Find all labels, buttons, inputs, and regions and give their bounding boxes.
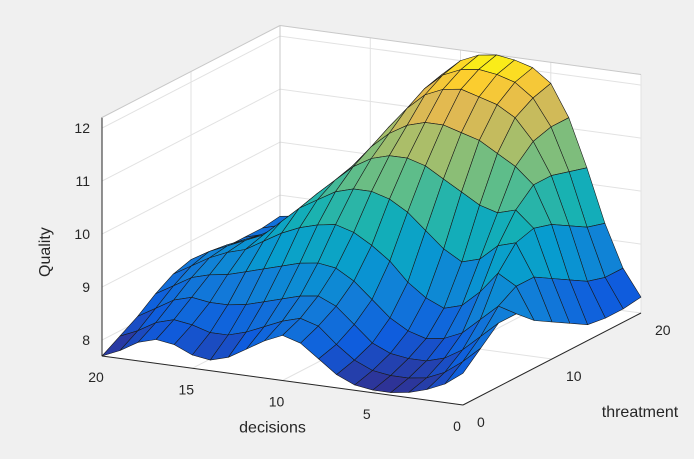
x-axis-label: decisions [239,420,306,437]
x-tick-label: 20 [88,369,104,385]
surface-mesh [101,54,642,393]
box-edge [279,25,642,75]
z-tick-label: 10 [74,226,90,242]
y-tick-label: 0 [477,414,485,430]
x-tick-label: 5 [363,406,371,422]
surface-patch [444,347,482,385]
tick-labels: 8 9 10 11 12 0 5 10 15 20 0 10 20 [74,120,670,434]
axis-line [101,355,464,406]
x-tick-label: 10 [269,394,285,410]
axis-line [462,312,642,406]
y-tick-label: 10 [566,368,582,384]
x-tick-label: 0 [453,418,461,434]
y-axis-label: threatment [602,404,679,421]
y-tick-label: 20 [655,322,671,338]
box-edge [101,25,281,118]
axes-box [101,25,642,406]
z-axis-label: Quality [37,227,54,277]
x-tick-label: 15 [178,381,194,397]
z-tick-label: 8 [82,332,90,348]
z-tick-label: 12 [74,120,90,136]
z-tick-label: 9 [82,279,90,295]
z-tick-label: 11 [75,173,90,189]
